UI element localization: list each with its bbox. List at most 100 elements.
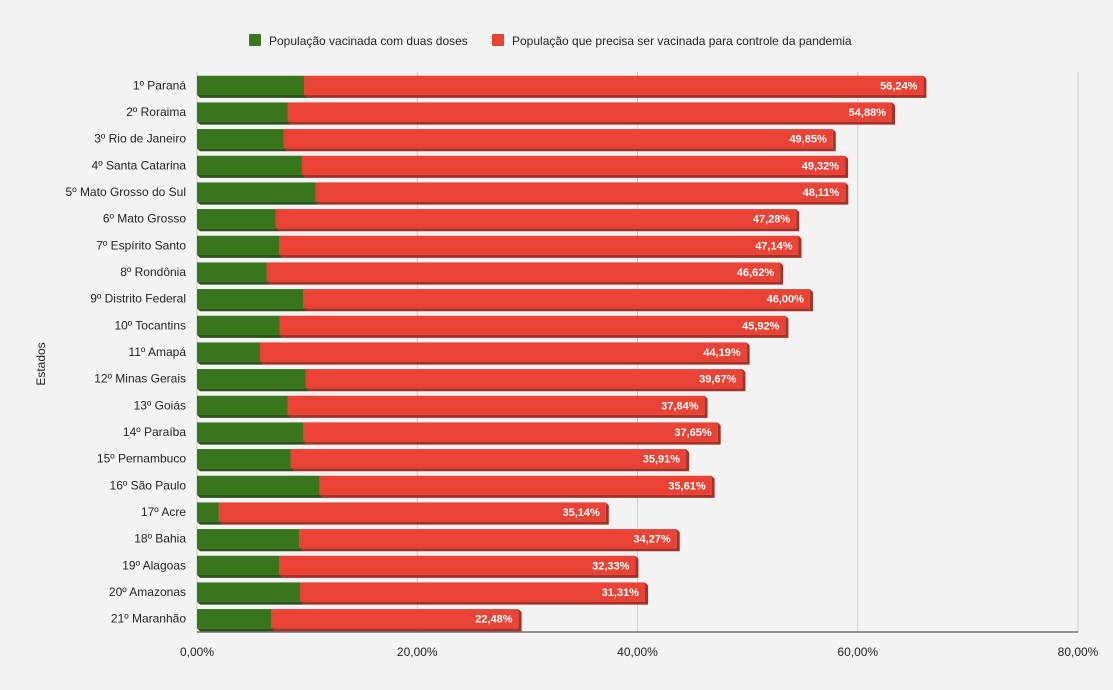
bar-vaccinated xyxy=(197,582,301,602)
bar-needed xyxy=(305,369,743,389)
bar-depth xyxy=(197,449,294,472)
bar-depth xyxy=(303,289,813,312)
bar-depth xyxy=(197,102,291,125)
bar-needed xyxy=(315,182,846,202)
bar-depth xyxy=(197,155,305,178)
bar-needed xyxy=(304,75,924,95)
data-label-needed: 35,91% xyxy=(643,454,681,466)
data-label-needed: 47,28% xyxy=(753,214,791,226)
bar-vaccinated xyxy=(197,422,304,442)
bar-depth xyxy=(305,369,746,392)
category-label: 14º Paraíba xyxy=(123,425,186,439)
category-label: 7º Espírito Santo xyxy=(96,238,186,252)
bar-needed xyxy=(299,529,677,549)
bar-vaccinated xyxy=(197,555,280,575)
category-label: 15º Pernambuco xyxy=(97,452,186,466)
data-label-needed: 34,27% xyxy=(633,534,671,546)
category-label: 20º Amazonas xyxy=(109,585,186,599)
bar-vaccinated xyxy=(197,395,288,415)
category-label: 21º Maranhão xyxy=(111,612,186,626)
bars: 9,72%56,24%8,23%54,88%7,88%49,85%9,53%49… xyxy=(197,75,927,632)
bar-needed xyxy=(279,315,786,335)
bar-depth xyxy=(197,262,270,285)
category-label: 9º Distrito Federal xyxy=(90,292,186,306)
bar-depth xyxy=(197,342,263,365)
bar-depth xyxy=(266,262,784,285)
legend-label-vaccinated: População vacinada com duas doses xyxy=(269,34,468,48)
bar-needed xyxy=(287,395,705,415)
bar-needed xyxy=(275,209,797,229)
data-label-needed: 35,61% xyxy=(668,480,706,492)
data-label-needed: 56,24% xyxy=(880,80,918,92)
bar-depth xyxy=(275,209,800,232)
bar-vaccinated xyxy=(197,155,302,175)
category-label: 8º Rondônia xyxy=(120,265,186,279)
bar-vaccinated xyxy=(197,609,272,629)
data-label-needed: 46,00% xyxy=(767,294,805,306)
bar-needed xyxy=(301,155,846,175)
y-axis-title: Estados xyxy=(34,342,48,385)
bar-depth xyxy=(197,369,309,392)
category-label: 17º Acre xyxy=(141,505,186,519)
bar-needed xyxy=(319,475,712,495)
data-label-needed: 31,31% xyxy=(602,587,640,599)
data-label-needed: 39,67% xyxy=(699,374,737,386)
bar-depth xyxy=(287,395,708,418)
bar-depth xyxy=(315,182,849,205)
data-label-needed: 49,85% xyxy=(789,134,827,146)
bar-needed xyxy=(218,502,606,522)
bar-needed xyxy=(259,342,747,362)
bar-vaccinated xyxy=(197,475,320,495)
category-label: 18º Bahia xyxy=(134,532,186,546)
data-label-needed: 22,48% xyxy=(475,614,513,626)
bar-needed xyxy=(303,422,718,442)
bar-vaccinated xyxy=(197,182,316,202)
category-label: 1º Paraná xyxy=(133,78,186,92)
legend: População vacinada com duas doses Popula… xyxy=(249,34,852,48)
bar-vaccinated xyxy=(197,502,219,522)
category-label: 2º Roraima xyxy=(126,105,186,119)
x-axis: 0,00% 20,00% 40,00% 60,00% 80,00% xyxy=(180,631,1099,659)
data-label-needed: 35,14% xyxy=(562,507,600,519)
bar-depth xyxy=(197,529,303,552)
bar-depth xyxy=(197,129,287,152)
data-label-needed: 37,84% xyxy=(661,400,699,412)
bar-depth xyxy=(304,75,927,98)
bar-vaccinated xyxy=(197,342,260,362)
x-tick-label: 0,00% xyxy=(180,645,214,659)
legend-swatch-vaccinated xyxy=(249,34,261,46)
bar-depth xyxy=(300,582,648,605)
bar-needed xyxy=(279,555,636,575)
category-label: 11º Amapá xyxy=(128,345,186,359)
bar-depth xyxy=(271,609,522,632)
bar-vaccinated xyxy=(197,129,284,149)
category-label: 4º Santa Catarina xyxy=(92,158,187,172)
data-label-needed: 32,33% xyxy=(592,560,630,572)
bar-vaccinated xyxy=(197,289,304,309)
data-label-needed: 48,11% xyxy=(803,187,840,199)
bar-depth xyxy=(303,422,721,445)
data-label-needed: 54,88% xyxy=(849,107,887,119)
bar-vaccinated xyxy=(197,449,291,469)
x-tick-label: 60,00% xyxy=(837,645,878,659)
bar-depth xyxy=(197,209,279,232)
data-label-needed: 37,65% xyxy=(674,427,712,439)
bar-depth xyxy=(279,315,789,338)
bar-depth xyxy=(197,182,319,205)
bar-depth xyxy=(197,395,291,418)
bar-vaccinated xyxy=(197,315,280,335)
bar-depth xyxy=(279,235,802,258)
bar-vaccinated xyxy=(197,529,300,549)
bar-depth xyxy=(290,449,690,472)
bar-depth xyxy=(218,502,609,525)
bar-depth xyxy=(197,609,275,632)
legend-swatch-needed xyxy=(492,34,504,46)
category-label: 12º Minas Gerais xyxy=(94,372,186,386)
data-label-needed: 49,32% xyxy=(802,160,840,172)
legend-label-needed: População que precisa ser vacinada para … xyxy=(512,34,852,48)
bar-depth xyxy=(319,475,715,498)
bar-vaccinated xyxy=(197,262,267,282)
bar-depth xyxy=(299,529,680,552)
bar-depth xyxy=(197,289,307,312)
bar-depth xyxy=(197,315,283,338)
